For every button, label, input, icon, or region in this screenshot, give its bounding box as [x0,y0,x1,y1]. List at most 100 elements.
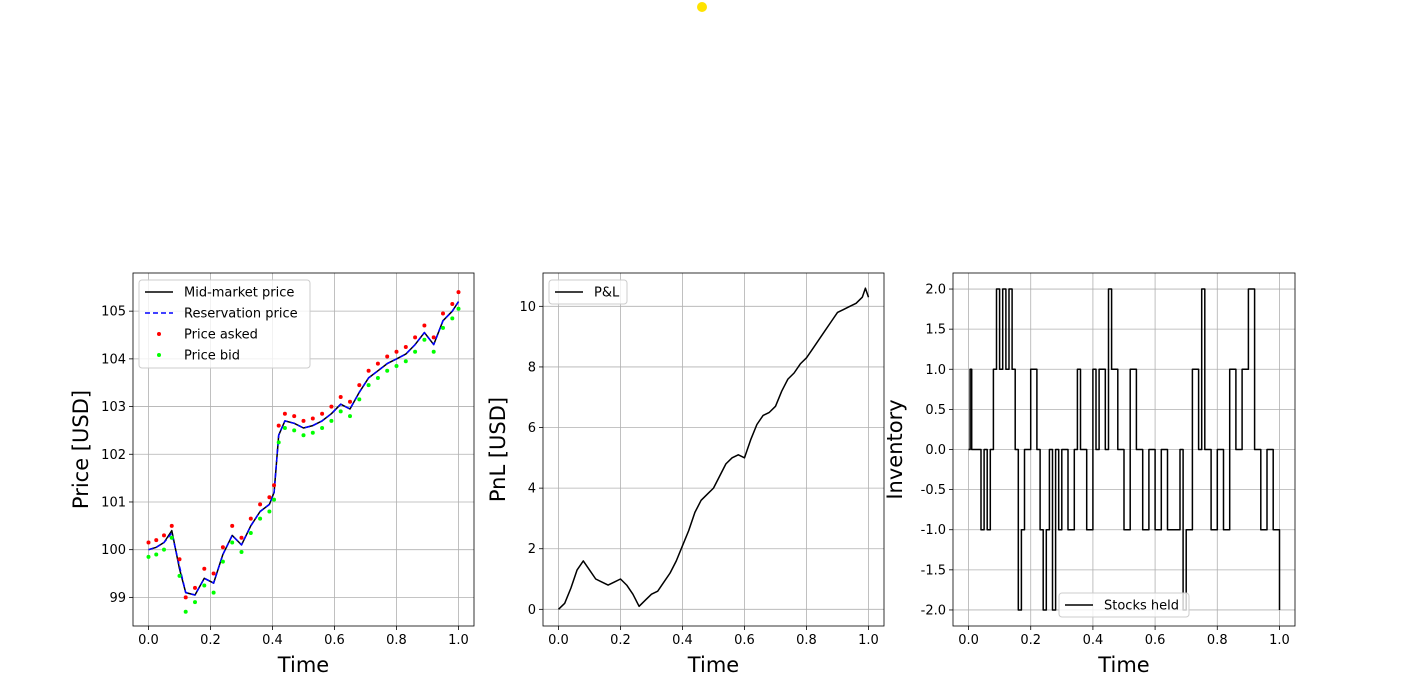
inventory-panel: 0.0 0.2 0.4 0.6 0.8 1.0 -2.0 -1.5 -1.0 -0.5 0.0 0.5… [883,272,1296,675]
series-price-bid-point [220,559,225,564]
y-tick-label: 1.0 [925,363,946,378]
series-price-asked-point [211,571,216,576]
y-tick-label: 8 [528,360,536,375]
series-price-bid-point [366,383,371,388]
price-panel: 0.0 0.2 0.4 0.6 0.8 1.0 99 100 101 102 103 104 105 Ti… [69,272,475,675]
y-tick-label: 10 [519,300,536,315]
series-price-bid-point [394,364,399,369]
legend-label: Price bid [184,349,240,364]
x-tick-label: 0.4 [1083,633,1104,648]
series-reservation-price-line [148,301,460,596]
y-tick-label: 103 [101,400,126,415]
axes-frame [132,272,475,627]
series-price-asked-point [282,411,287,416]
series-price-asked-point [230,523,235,528]
series-price-asked-point [456,290,461,295]
y-tick-label: 100 [101,543,126,558]
y-tick-label: 0.0 [925,443,946,458]
series-price-asked-point [169,523,174,528]
x-tick-label: 0.0 [548,633,569,648]
series-price-bid-point [375,375,380,380]
series-layer [557,287,870,610]
x-axis-label: Time [1097,653,1149,675]
series-price-bid-point [211,590,216,595]
series-price-asked-point [348,399,352,404]
series-price-bid-point [239,550,244,555]
legend-label: Price asked [184,328,258,343]
legend: P&L [548,279,628,305]
series-price-asked-point [292,414,297,419]
y-tick-label: 0 [528,603,536,618]
y-tick-label: -2.0 [921,603,946,618]
series-price-bid-point [348,414,352,419]
x-tick-label: 0.4 [262,633,283,648]
series-price-bid-point [267,509,272,514]
series-price-bid-point [357,397,362,402]
y-tick-label: 4 [528,482,536,497]
x-tick-label: 0.4 [672,633,693,648]
series-price-bid-point [450,316,455,321]
series-price-asked-point [320,411,325,416]
x-tick-label: 0.0 [138,633,159,648]
series-price-asked-point [450,302,455,307]
series-price-bid-point [292,428,297,433]
x-tick-label: 0.6 [1145,633,1166,648]
series-price-bid-point [310,430,315,435]
legend-label: Reservation price [184,307,298,322]
series-price-bid-point [193,600,197,605]
y-tick-label: 1.5 [925,323,946,338]
series-price-asked-point [177,557,182,562]
series-price-bid-point [162,547,166,552]
series-price-asked-point [310,416,315,421]
y-axis-label: PnL [USD] [486,397,510,502]
series-price-bid-point [431,349,436,354]
pnl-panel: 0.0 0.2 0.4 0.6 0.8 1.0 0 2 4 6 8 10 Time PnL [USD] P&… [486,272,885,675]
x-tick-label: 0.6 [734,633,755,648]
series-price-asked-point [272,483,277,488]
series-price-asked-point [193,585,197,590]
legend-box [1058,592,1190,618]
plot-area [543,273,884,626]
series-price-asked-point [301,418,306,423]
series-price-asked-point [239,535,244,540]
series-price-asked-point [394,349,399,354]
x-axis-label: Time [277,653,329,675]
x-tick-label: 0.8 [796,633,817,648]
x-tick-label: 0.8 [386,633,407,648]
x-tick-label: 0.2 [610,633,631,648]
x-tick-label: 0.2 [200,633,221,648]
y-tick-label: 99 [109,591,126,606]
series-price-asked-point [357,383,362,388]
series-price-bid-point [183,609,188,614]
series-price-asked-point [248,516,253,521]
series-price-bid-point [177,573,182,578]
legend-label: Stocks held [1104,599,1179,614]
series-price-bid-point [276,440,281,445]
series-price-bid-point [272,497,277,502]
series-layer [968,288,1281,611]
legend-marker [157,332,161,336]
series-price-bid-point [248,530,253,535]
series-price-bid-point [403,359,408,364]
y-tick-label: 105 [101,305,126,320]
series-price-asked-point [162,533,166,538]
series-price-asked-point [276,423,281,428]
x-tick-label: 1.0 [858,633,879,648]
series-price-bid-point [169,535,174,540]
series-price-bid-point [441,325,445,330]
legend-label: P&L [594,286,620,301]
series-price-bid-point [413,349,418,354]
y-tick-label: 2 [528,542,536,557]
series-price-bid-point [301,433,306,438]
series-price-bid-point [385,368,390,373]
legend: Mid-market price Reservation price Price a… [138,279,311,369]
series-layer [146,290,461,614]
x-tick-label: 1.0 [1269,633,1290,648]
series-price-asked-point [403,344,408,349]
y-tick-label: 0.5 [925,403,946,418]
series-price-asked-point [154,538,159,543]
y-tick-label: -1.5 [921,563,946,578]
y-tick-label: 6 [528,421,536,436]
series-price-asked-point [258,502,263,507]
